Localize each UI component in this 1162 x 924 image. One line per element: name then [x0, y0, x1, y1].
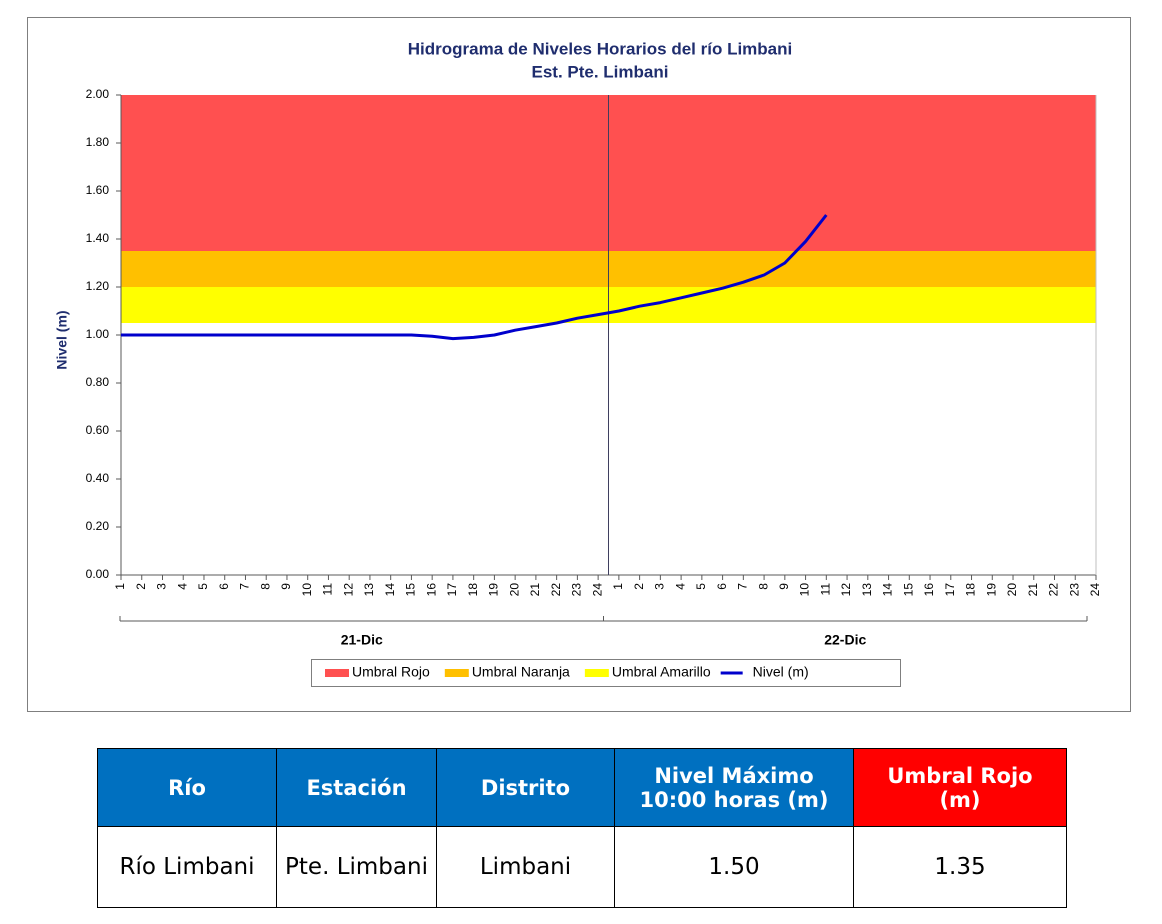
x-tick-label: 24: [590, 583, 604, 597]
group-label: 21-Dic: [341, 632, 383, 648]
legend-swatch: [584, 669, 609, 677]
x-tick-label: 18: [964, 583, 978, 597]
level-line: [121, 214, 828, 341]
header-cell: Umbral Rojo (m): [853, 748, 1067, 827]
x-tick-label: 12: [341, 583, 355, 597]
x-tick-label: 19: [984, 583, 998, 597]
x-tick-label: 2: [134, 583, 148, 590]
y-tick-label: 1.00: [86, 327, 110, 341]
x-tick-label: 20: [507, 583, 521, 597]
y-tick-label: 0.60: [86, 423, 110, 437]
legend-swatch: [444, 669, 469, 677]
y-tick-label: 0.00: [86, 567, 110, 581]
x-tick-label: 1: [611, 583, 625, 590]
x-tick-label: 15: [901, 583, 915, 597]
x-tick-label: 4: [673, 583, 687, 590]
x-tick-label: 13: [362, 583, 376, 597]
header-cell: Estación: [276, 748, 437, 827]
x-tick-label: 20: [1005, 583, 1019, 597]
y-tick-label: 1.40: [86, 231, 110, 245]
x-tick-label: 22: [1047, 583, 1061, 597]
header-text: 10:00 horas (m): [639, 787, 829, 812]
header-row: Río Estación Distrito Nivel Máximo 10:00 hor…: [97, 748, 1067, 827]
x-tick-label: 9: [777, 583, 791, 590]
y-tick-label: 0.20: [86, 519, 110, 533]
x-tick-label: 21: [528, 583, 542, 597]
x-tick-label: 14: [881, 583, 895, 597]
legend-label: Nivel (m): [753, 664, 809, 680]
header-text: (m): [939, 787, 981, 812]
x-tick-label: 6: [217, 583, 231, 590]
x-tick-label: 24: [1088, 583, 1102, 597]
y-tick-label: 1.60: [86, 183, 110, 197]
header-text: Río: [168, 775, 206, 800]
x-tick-label: 11: [321, 583, 335, 596]
chart-title: Hidrograma de Niveles Horarios del río L…: [408, 39, 793, 58]
x-tick-label: 1: [113, 583, 127, 590]
x-tick-label: 21: [1026, 583, 1040, 597]
x-tick-label: 9: [279, 583, 293, 590]
y-axis-label: Nivel (m): [54, 310, 70, 369]
table-cell: 1.35: [853, 826, 1067, 908]
x-tick-label: 8: [258, 583, 272, 590]
legend-swatch: [325, 669, 349, 677]
x-tick-label: 5: [196, 583, 210, 590]
chart-subtitle: Est. Pte. Limbani: [532, 62, 669, 81]
x-tick-label: 8: [756, 583, 770, 590]
group-label: 22-Dic: [824, 632, 866, 648]
header-text: Distrito: [480, 775, 571, 800]
x-tick-label: 3: [155, 583, 169, 590]
legend-label: Umbral Amarillo: [612, 664, 711, 680]
x-tick-label: 10: [798, 583, 812, 597]
x-tick-label: 10: [300, 583, 314, 597]
y-tick-label: 1.20: [86, 279, 110, 293]
legend-label: Umbral Rojo: [352, 664, 430, 680]
y-tick-label: 0.80: [86, 375, 110, 389]
x-tick-label: 4: [175, 583, 189, 590]
header-cell: Nivel Máximo 10:00 horas (m): [614, 748, 854, 827]
header-text: Nivel Máximo: [654, 763, 814, 788]
table-cell: Río Limbani: [97, 826, 277, 908]
table-body: Río Limbani Pte. Limbani Limbani 1.50 1.35: [97, 826, 1067, 908]
header-cell: Distrito: [436, 748, 615, 827]
x-tick-label: 19: [487, 583, 501, 597]
x-tick-label: 23: [570, 583, 584, 597]
x-tick-label: 11: [818, 583, 832, 596]
x-tick-label: 12: [839, 583, 853, 597]
header-cell: Río: [97, 748, 277, 827]
summary-table: Río Estación Distrito Nivel Máximo 10:00 hor…: [97, 748, 1067, 908]
x-tick-label: 14: [383, 583, 397, 597]
x-tick-label: 16: [424, 583, 438, 597]
x-tick-label: 13: [860, 583, 874, 597]
header-text: Estación: [306, 775, 407, 800]
table-cell: Pte. Limbani: [276, 826, 437, 908]
x-tick-label: 17: [943, 583, 957, 597]
x-tick-label: 17: [445, 583, 459, 597]
x-tick-label: 18: [466, 583, 480, 597]
legend-label: Umbral Naranja: [472, 664, 570, 680]
plot: 0.00 0.20 0.40 0.60 0.80 1.00 1.20 1.40 1.60 1.80…: [86, 87, 1103, 648]
x-tick-label: 6: [715, 583, 729, 590]
x-tick-label: 7: [736, 583, 750, 590]
table-cell: Limbani: [436, 826, 615, 908]
header-text: Umbral Rojo: [887, 763, 1033, 788]
y-tick-label: 2.00: [86, 87, 110, 101]
y-tick-label: 1.80: [86, 135, 110, 149]
table-row: Río Limbani Pte. Limbani Limbani 1.50 1.35: [97, 826, 1067, 908]
x-tick-label: 2: [632, 583, 646, 590]
x-tick-label: 22: [549, 583, 563, 597]
x-tick-label: 3: [653, 583, 667, 590]
x-tick-label: 5: [694, 583, 708, 590]
x-tick-label: 15: [404, 583, 418, 597]
x-tick-label: 23: [1067, 583, 1081, 597]
y-tick-label: 0.40: [86, 471, 110, 485]
x-tick-label: 16: [922, 583, 936, 597]
table-cell: 1.50: [614, 826, 854, 908]
x-tick-label: 7: [238, 583, 252, 590]
chart: Hidrograma de Niveles Horarios del río L…: [27, 17, 1131, 712]
